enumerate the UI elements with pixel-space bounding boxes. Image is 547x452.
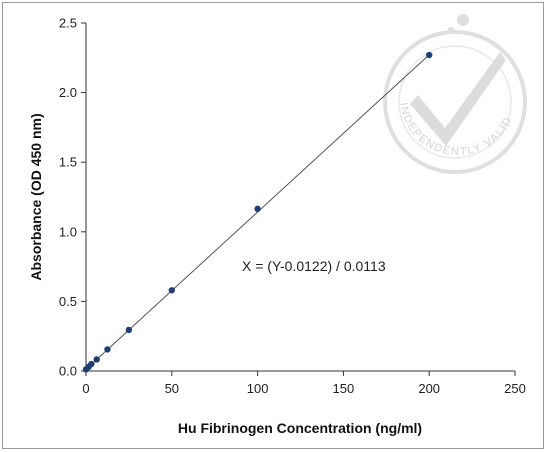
- y-tick-label: 0.5: [59, 294, 77, 309]
- data-point: [104, 346, 111, 353]
- x-tick-label: 250: [504, 381, 526, 396]
- y-tick-label: 2.0: [59, 85, 77, 100]
- watermark-dot-icon: [457, 14, 469, 26]
- data-point: [125, 326, 133, 334]
- equation-annotation: X = (Y-0.0122) / 0.0113: [242, 258, 386, 274]
- x-tick-label: 100: [247, 381, 269, 396]
- y-tick-group: 0.0 0.5 1.0 1.5 2.0 2.5: [59, 16, 86, 379]
- data-point: [168, 287, 175, 294]
- x-tick-label: 50: [165, 381, 179, 396]
- x-tick-label: 0: [82, 381, 89, 396]
- watermark-ring-icon: [383, 30, 527, 174]
- y-tick-label: 1.5: [59, 155, 77, 170]
- plot-area: [82, 51, 433, 373]
- data-point: [426, 51, 433, 59]
- x-tick-group: 0 50 100 150 200 250: [82, 371, 526, 396]
- y-tick-label: 1.0: [59, 224, 77, 239]
- watermark-dot-small-icon: [448, 27, 454, 33]
- x-tick-label: 200: [418, 381, 440, 396]
- x-tick-label: 150: [333, 381, 355, 396]
- data-point: [93, 356, 100, 363]
- data-point: [254, 205, 261, 213]
- x-axis-title: Hu Fibrinogen Concentration (ng/ml): [178, 420, 422, 436]
- chart-frame: [2, 2, 544, 449]
- y-axis-title: Absorbance (OD 450 nm): [28, 113, 44, 280]
- checkmark-seal-icon: [410, 52, 506, 146]
- y-tick-label: 2.5: [59, 16, 77, 31]
- data-point: [88, 360, 95, 368]
- watermark-seal: INDEPENDENTLY VALIDATED: [0, 0, 527, 174]
- y-tick-label: 0.0: [59, 364, 77, 379]
- watermark-inner-ring-icon: [398, 45, 512, 159]
